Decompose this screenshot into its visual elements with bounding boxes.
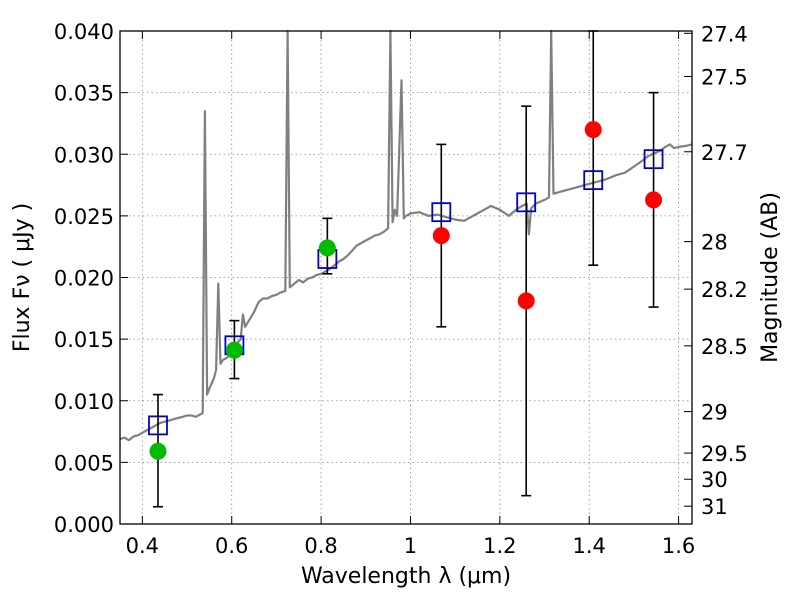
y-axis-title: Flux Fν ( μJy ) (10, 203, 35, 352)
y2-tick-label: 31 (701, 495, 728, 519)
errorbar-layer (152, 30, 659, 508)
observed-point-detected (149, 442, 167, 460)
observed-point-detected (318, 239, 336, 257)
y-tick-label: 0.015 (54, 328, 114, 352)
grid (120, 30, 692, 525)
model-photometry-square (431, 202, 452, 223)
y-tick-label: 0.020 (54, 267, 114, 291)
x-tick-label: 1 (404, 534, 417, 558)
y-tick-label: 0.025 (54, 205, 114, 229)
y-tick-label: 0.040 (54, 20, 114, 44)
model-spectrum-line (119, 29, 693, 442)
x-tick-label: 1.4 (573, 534, 606, 558)
model-photometry-square (643, 149, 664, 170)
model-photometry-square (583, 170, 604, 191)
observation-layer (149, 121, 663, 460)
x-axis-title: Wavelength λ (μm) (301, 564, 511, 589)
x-tick-label: 1.6 (662, 534, 695, 558)
y-tick-label: 0.010 (54, 390, 114, 414)
y2-tick-label: 28.5 (701, 335, 748, 359)
y-tick-label: 0.030 (54, 143, 114, 167)
y2-tick-label: 27.4 (701, 22, 748, 46)
y2-tick-label: 29 (701, 401, 728, 425)
y2-tick-label: 28.2 (701, 278, 748, 302)
model-photometry-layer (148, 149, 664, 436)
model-spectrum-layer (119, 29, 693, 442)
y2-tick-label: 30 (701, 468, 728, 492)
x-tick-label: 1.2 (483, 534, 516, 558)
y2-tick-label: 27.7 (701, 141, 748, 165)
model-photometry-square (148, 415, 168, 436)
observed-point-nondetected (517, 292, 535, 310)
ticks-layer: 0.4 0.6 0.8 1 1.2 1.4 1.6 0.000 0.005 0.010 0.015 0… (54, 20, 748, 558)
y-tick-label: 0.005 (54, 451, 114, 475)
y2-tick-label: 29.5 (701, 442, 748, 466)
x-tick-label: 0.8 (304, 534, 337, 558)
observed-point-nondetected (432, 227, 450, 245)
model-photometry-square (516, 192, 537, 213)
y-tick-label: 0.000 (54, 513, 114, 537)
observed-point-detected (225, 341, 243, 359)
y2-axis-title: Magnitude (AB) (758, 192, 783, 363)
x-tick-label: 0.4 (126, 534, 159, 558)
y2-tick-label: 27.5 (701, 65, 748, 89)
y2-tick-label: 28 (701, 231, 728, 255)
x-tick-label: 0.6 (215, 534, 248, 558)
y-tick-label: 0.035 (54, 82, 114, 106)
observed-point-nondetected (584, 121, 602, 139)
observed-point-nondetected (645, 191, 663, 209)
